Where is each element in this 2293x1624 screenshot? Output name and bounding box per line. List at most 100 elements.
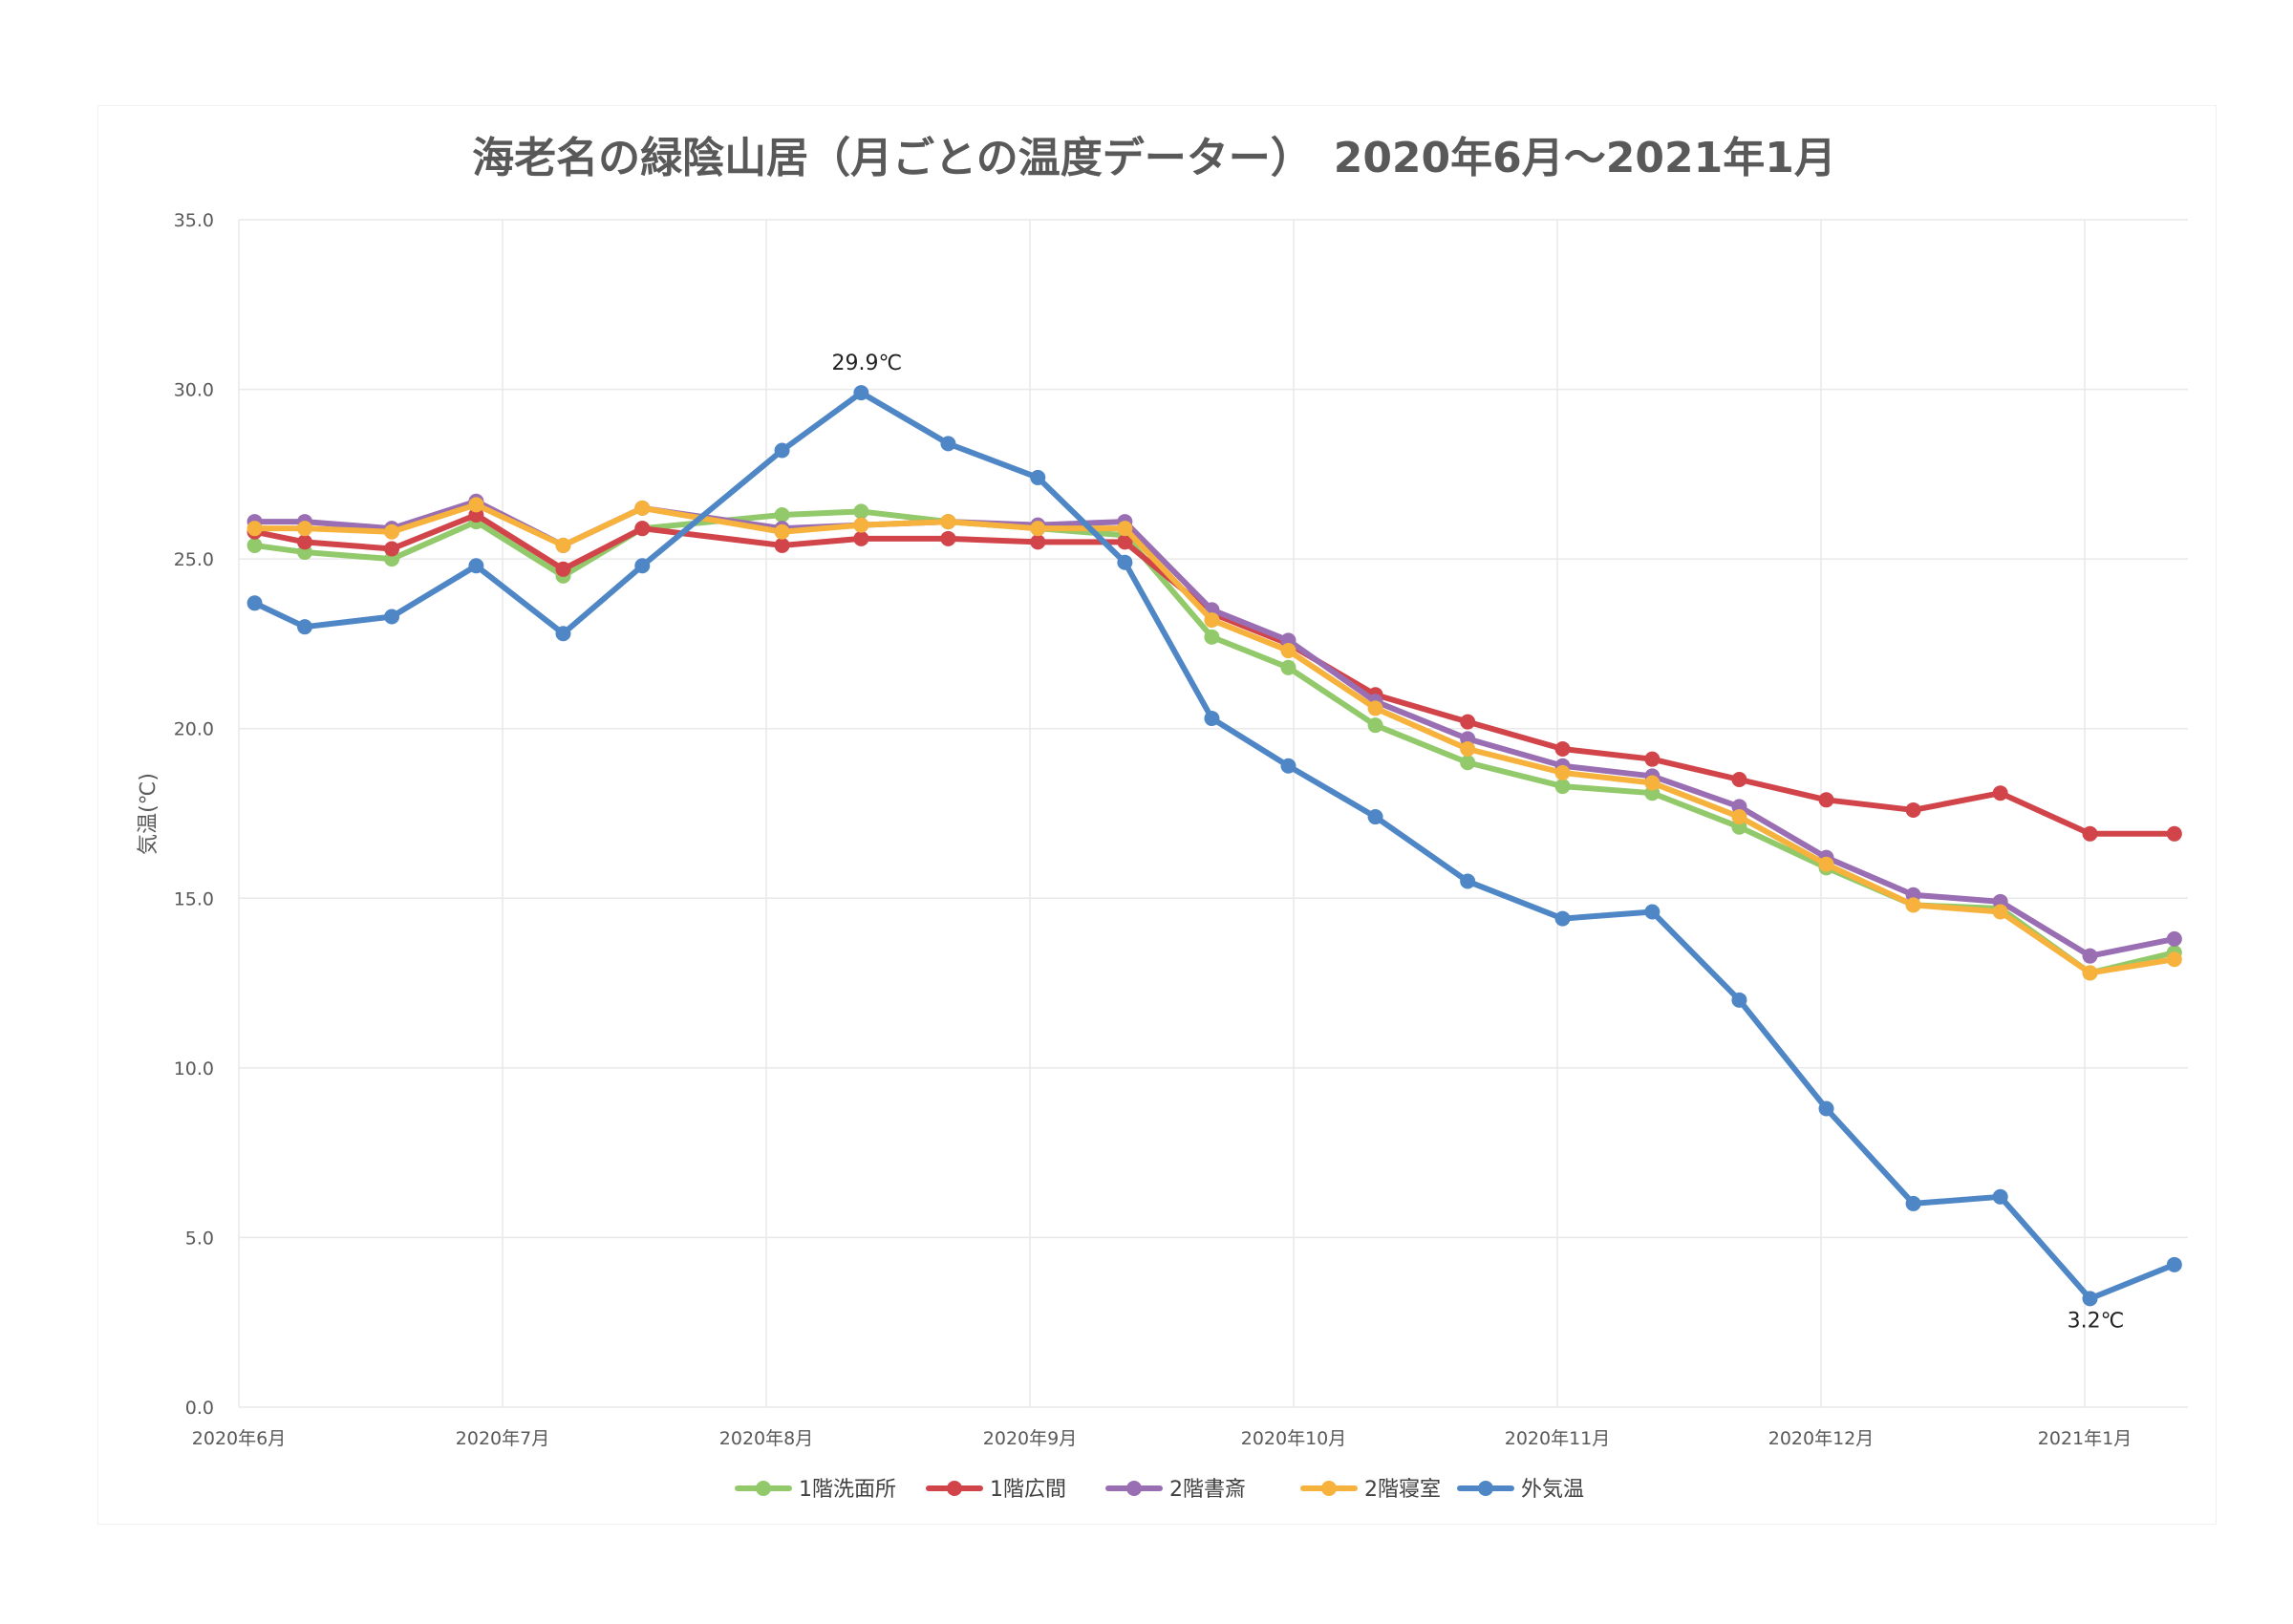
data-point: [853, 530, 869, 546]
data-point: [1818, 792, 1834, 808]
y-tick-label: 30.0: [174, 380, 214, 401]
series-5: [246, 385, 2182, 1307]
data-point: [1460, 714, 1476, 730]
data-point: [2082, 825, 2098, 842]
data-point: [1992, 1188, 2008, 1205]
data-point: [774, 442, 790, 459]
y-tick-label: 10.0: [174, 1058, 214, 1079]
legend-label: 1階洗面所: [799, 1478, 896, 1502]
data-point: [1905, 897, 1921, 913]
series-line: [251, 502, 2177, 976]
data-point: [1644, 751, 1661, 767]
x-tick-label: 2021年1月: [2038, 1428, 2132, 1449]
data-point: [1030, 469, 1046, 485]
data-point: [1554, 910, 1571, 927]
data-point: [297, 534, 312, 550]
legend-item: 1階洗面所: [735, 1478, 896, 1502]
data-point: [555, 537, 571, 553]
grid-lines: [238, 219, 2188, 1408]
data-point: [1731, 809, 1747, 825]
data-point: [1460, 873, 1476, 889]
data-point: [1731, 771, 1747, 787]
data-point: [774, 537, 790, 553]
data-point: [774, 524, 790, 540]
chart-title: 海老名の緑陰山居（月ごとの温度データー） 2020年6月～2021年1月: [472, 134, 1836, 182]
data-point: [2082, 1291, 2098, 1307]
data-point: [1731, 992, 1747, 1008]
legend: 1階洗面所 1階広間 2階書斎 2階寝室 外気温: [735, 1478, 1584, 1502]
data-point: [1117, 554, 1133, 570]
x-axis-ticks: 2020年6月 2020年7月 2020年8月 2020年9月 2020年10月 2020…: [192, 1428, 2132, 1449]
y-tick-label: 20.0: [174, 719, 214, 740]
series-layer: [246, 385, 2182, 1307]
series-line: [251, 508, 2177, 976]
data-point: [940, 530, 956, 546]
data-point: [1818, 1100, 1834, 1117]
data-point: [853, 517, 869, 533]
series-4: [246, 497, 2182, 981]
legend-item: 2階寝室: [1300, 1478, 1441, 1502]
data-point: [2082, 948, 2098, 964]
data-point: [246, 595, 263, 611]
data-point: [555, 626, 571, 642]
data-point: [853, 385, 869, 401]
data-point: [1460, 741, 1476, 758]
data-point: [1117, 534, 1133, 550]
legend-swatch-marker: [1478, 1481, 1493, 1496]
legend-swatch-marker: [756, 1481, 771, 1496]
legend-item: 1階広間: [926, 1478, 1066, 1502]
x-tick-label: 2020年6月: [192, 1428, 286, 1449]
data-point: [384, 541, 400, 557]
legend-swatch-marker: [1126, 1481, 1142, 1496]
y-tick-label: 5.0: [185, 1228, 214, 1249]
data-point: [1367, 717, 1383, 734]
data-label: 3.2℃: [2068, 1309, 2125, 1333]
data-point: [468, 558, 484, 574]
data-point: [2166, 951, 2182, 968]
y-tick-label: 35.0: [174, 210, 214, 231]
x-tick-label: 2020年9月: [983, 1428, 1077, 1449]
legend-item: 2階書斎: [1105, 1478, 1246, 1502]
legend-label: 外気温: [1521, 1478, 1584, 1502]
x-tick-label: 2020年7月: [456, 1428, 549, 1449]
legend-label: 2階書斎: [1169, 1478, 1246, 1502]
data-point: [555, 561, 571, 577]
data-point: [634, 558, 651, 574]
x-tick-label: 2020年8月: [719, 1428, 813, 1449]
data-point: [246, 537, 263, 553]
data-point: [1554, 764, 1571, 780]
series-line: [251, 390, 2177, 1302]
y-tick-label: 0.0: [185, 1398, 214, 1419]
data-point: [1280, 659, 1297, 675]
data-point: [940, 514, 956, 530]
data-point: [2166, 825, 2182, 842]
data-point: [2082, 965, 2098, 981]
x-tick-label: 2020年11月: [1505, 1428, 1611, 1449]
data-point: [1117, 521, 1133, 537]
x-tick-label: 2020年10月: [1241, 1428, 1347, 1449]
data-point: [774, 506, 790, 523]
legend-item: 外気温: [1457, 1478, 1584, 1502]
legend-swatch-marker: [947, 1481, 962, 1496]
y-tick-label: 25.0: [174, 549, 214, 570]
data-point: [1905, 1195, 1921, 1211]
chart-frame: [97, 105, 2217, 1525]
legend-label: 2階寝室: [1364, 1478, 1441, 1502]
data-point: [1644, 904, 1661, 920]
data-point: [1030, 521, 1046, 537]
data-point: [384, 609, 400, 625]
data-point: [1460, 755, 1476, 771]
data-point: [853, 503, 869, 520]
data-point: [1992, 904, 2008, 920]
data-point: [2166, 1256, 2182, 1272]
data-point: [1030, 534, 1046, 550]
data-point: [1204, 711, 1220, 727]
data-point: [1367, 809, 1383, 825]
data-point: [1905, 801, 1921, 818]
y-axis-label: 気温(℃): [137, 773, 161, 855]
data-point: [634, 521, 651, 537]
data-point: [1554, 741, 1571, 758]
y-axis-ticks: 0.0 5.0 10.0 15.0 20.0 25.0 30.0 35.0: [174, 210, 214, 1419]
data-point: [2166, 930, 2182, 947]
data-label: 29.9℃: [832, 352, 903, 375]
